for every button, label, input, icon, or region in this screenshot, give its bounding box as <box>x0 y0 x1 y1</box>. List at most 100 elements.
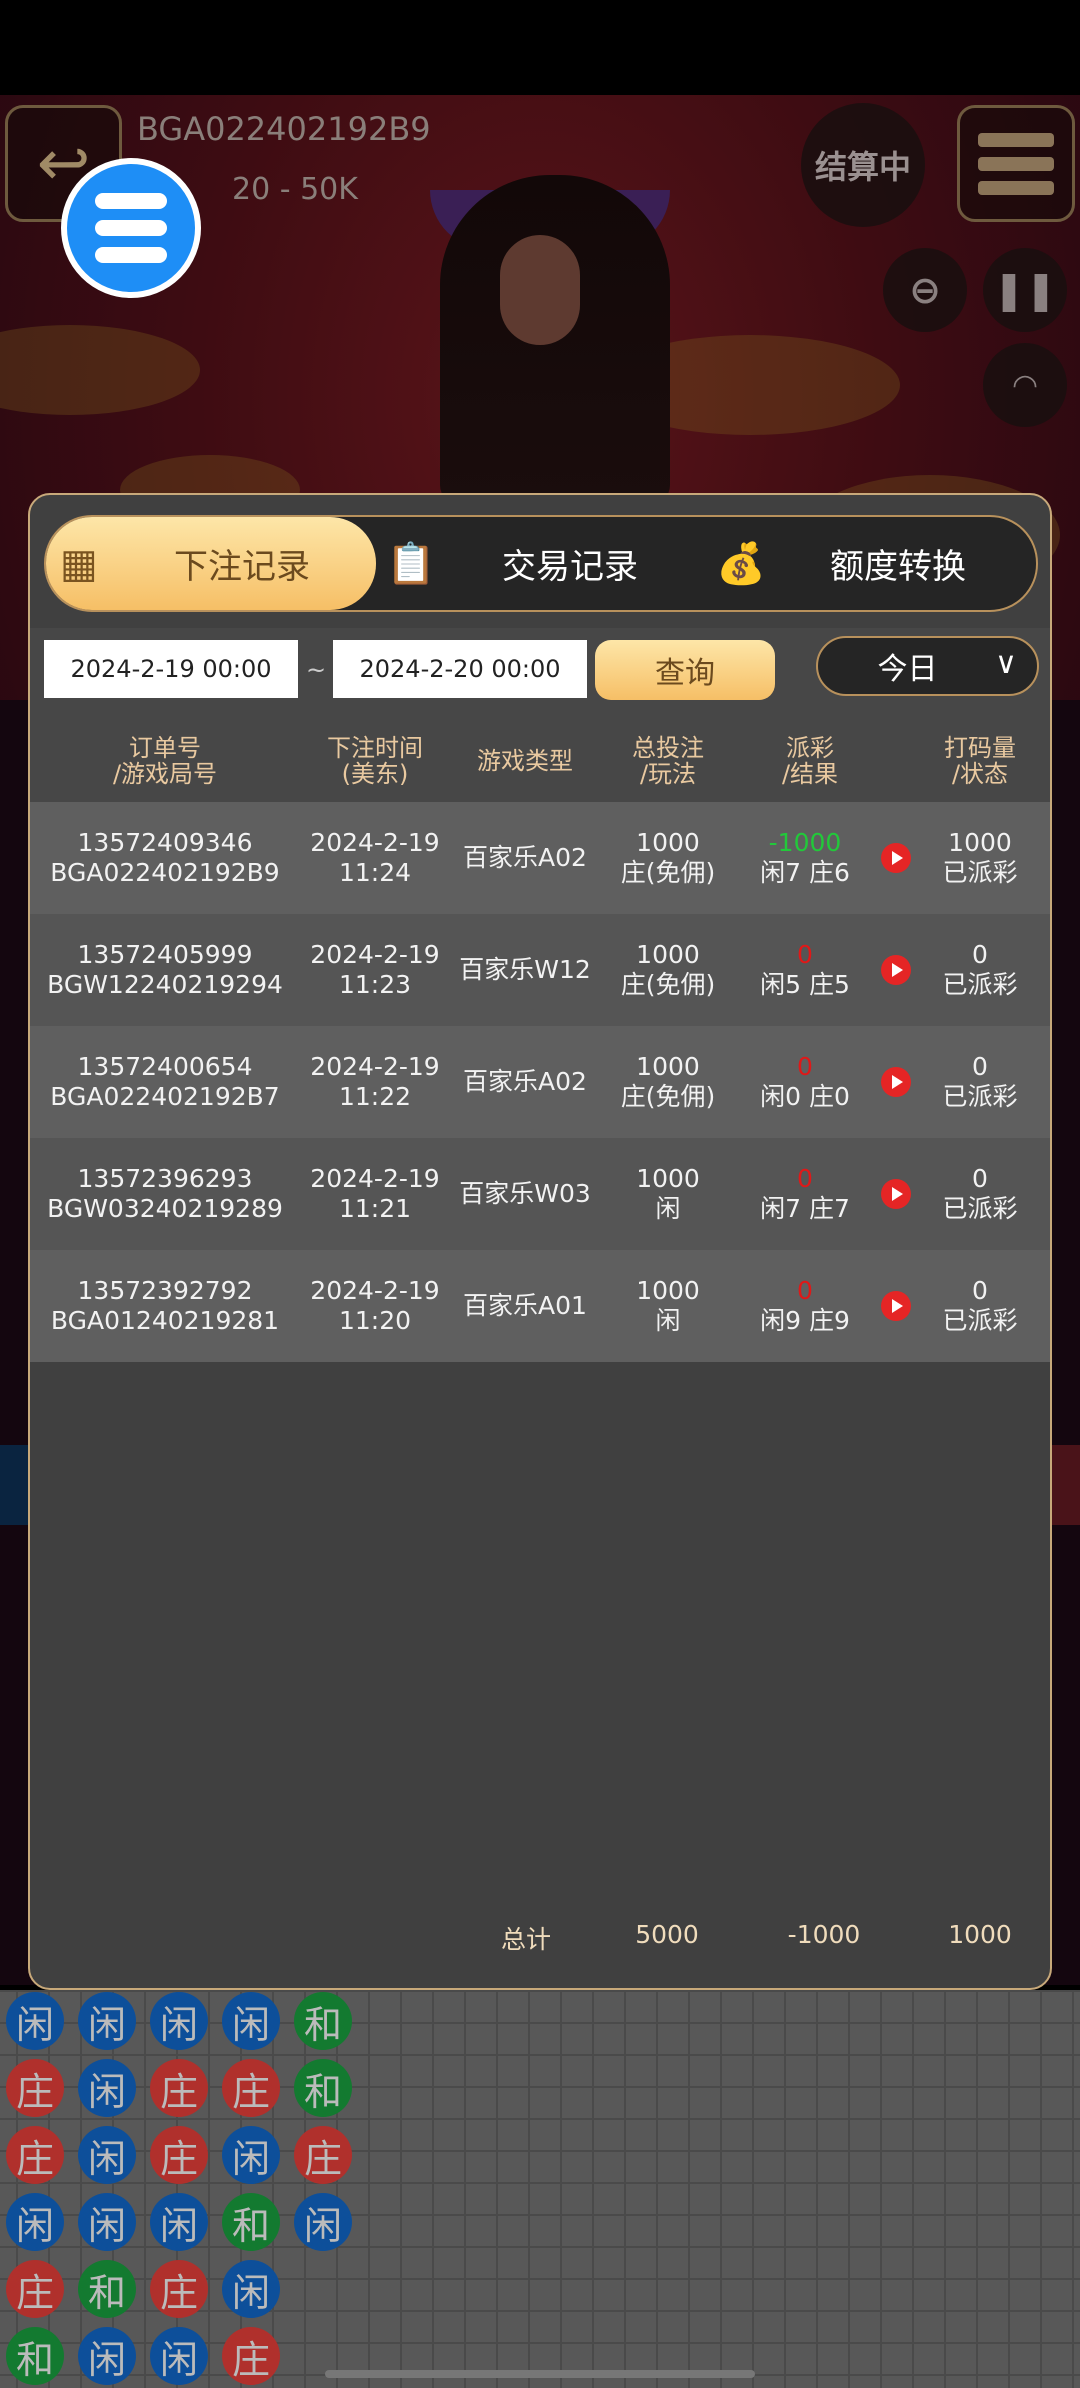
result: 闲0 庄0 <box>760 1082 850 1111</box>
pause-button[interactable]: ❚❚ <box>983 248 1067 332</box>
bet-type: 闲 <box>655 1306 681 1335</box>
status: 已派彩 <box>942 1082 1018 1111</box>
column-header: 派彩/结果 <box>782 720 838 802</box>
payout-cell: 0 闲5 庄5 <box>760 914 850 1026</box>
totals-label: 总计 <box>500 1925 552 1954</box>
table-row[interactable]: 13572400654 BGA022402192B7 2024-2-19 11:22 百… <box>30 1026 1050 1138</box>
bead-road-result: 庄 <box>6 2126 64 2184</box>
game-type: 百家乐W12 <box>459 955 591 984</box>
order-cell: 13572400654 BGA022402192B7 <box>50 1026 279 1138</box>
bead-road-result: 闲 <box>6 2193 64 2251</box>
column-header-line1: 总投注 <box>632 734 704 762</box>
tab-transaction-records[interactable]: 📋 交易记录 <box>386 541 638 587</box>
rolling-cell: 0 已派彩 <box>942 1138 1017 1250</box>
bead-road-result: 庄 <box>150 2260 208 2318</box>
rolling-amount: 0 <box>972 1052 988 1081</box>
game-type: 百家乐A02 <box>463 843 587 872</box>
play-icon[interactable] <box>881 1291 911 1321</box>
menu-button[interactable] <box>957 105 1075 222</box>
column-header-line2: /玩法 <box>639 760 697 788</box>
bead-road-result: 庄 <box>150 2059 208 2117</box>
bet-time: 11:20 <box>338 1306 412 1335</box>
end-date-input[interactable]: 2024-2-20 00:00 <box>333 640 587 698</box>
coins-dollar-icon: 💰 <box>716 541 766 587</box>
column-header-line1: 订单号 <box>129 734 201 762</box>
result: 闲7 庄6 <box>760 858 850 887</box>
bead-road-result: 庄 <box>150 2126 208 2184</box>
bet-amount: 1000 <box>636 1276 700 1305</box>
payout: 0 <box>797 1276 813 1305</box>
bet-date: 2024-2-19 <box>310 1276 440 1305</box>
bead-road-result: 和 <box>78 2260 136 2318</box>
tab-credit-transfer[interactable]: 💰 额度转换 <box>716 541 966 587</box>
clipboard-icon: 📋 <box>386 541 436 587</box>
play-icon[interactable] <box>881 1179 911 1209</box>
bead-road-result: 闲 <box>78 2327 136 2385</box>
table-row[interactable]: 13572409346 BGA022402192B9 2024-2-19 11:24 百… <box>30 802 1050 914</box>
chevron-down-icon: ∨ <box>995 646 1017 681</box>
column-header: 下注时间 (美东) <box>327 720 423 802</box>
wifi-button[interactable]: ◠ <box>983 343 1067 427</box>
status: 已派彩 <box>942 970 1018 999</box>
order-cell: 13572405999 BGW12240219294 <box>47 914 283 1026</box>
play-icon[interactable] <box>881 843 911 873</box>
payout: -1000 <box>768 828 842 857</box>
table-row[interactable]: 13572405999 BGW12240219294 2024-2-19 11:23 百… <box>30 914 1050 1026</box>
road-map: 闲闲闲闲和庄闲庄庄和庄闲庄闲庄闲闲闲和闲庄和庄闲和闲闲庄 <box>0 1990 1080 2388</box>
order-number: 13572396293 <box>77 1164 253 1193</box>
payout: 0 <box>797 940 813 969</box>
bead-road-result: 闲 <box>78 2193 136 2251</box>
play-icon[interactable] <box>881 1067 911 1097</box>
bead-road-result: 闲 <box>6 1992 64 2050</box>
bead-road-result: 和 <box>222 2193 280 2251</box>
bet-type: 庄(免佣) <box>620 970 716 999</box>
start-date-input[interactable]: 2024-2-19 00:00 <box>44 640 298 698</box>
bet-time: 11:21 <box>338 1194 412 1223</box>
zoom-out-icon: ⊖ <box>909 268 941 312</box>
table-row[interactable]: 13572396293 BGW03240219289 2024-2-19 11:21 百… <box>30 1138 1050 1250</box>
order-number: 13572400654 <box>77 1052 253 1081</box>
play-icon[interactable] <box>881 955 911 985</box>
column-header: 订单号/游戏局号 <box>113 720 217 802</box>
round-number: BGA022402192B7 <box>50 1082 280 1111</box>
order-cell: 13572396293 BGW03240219289 <box>47 1138 283 1250</box>
zoom-out-button[interactable]: ⊖ <box>883 248 967 332</box>
table-row[interactable]: 13572392792 BGA01240219281 2024-2-19 11:20 百… <box>30 1250 1050 1362</box>
settlement-status: 结算中 <box>801 103 925 227</box>
time-cell: 2024-2-19 11:20 <box>310 1250 439 1362</box>
bet-date: 2024-2-19 <box>310 828 440 857</box>
status: 已派彩 <box>942 858 1018 887</box>
rolling-cell: 0 已派彩 <box>942 914 1017 1026</box>
bet-amount: 1000 <box>636 828 700 857</box>
home-indicator[interactable] <box>325 2370 755 2378</box>
bet-time: 11:24 <box>338 858 412 887</box>
bead-road-result: 闲 <box>222 2126 280 2184</box>
bead-road-result: 和 <box>294 1992 352 2050</box>
bet-time: 11:23 <box>338 970 412 999</box>
status-bar <box>0 0 1080 95</box>
status: 已派彩 <box>942 1194 1018 1223</box>
date-range-select[interactable]: 今日 ∨ <box>816 636 1039 696</box>
rolling-cell: 0 已派彩 <box>942 1026 1017 1138</box>
bead-road-result: 庄 <box>222 2059 280 2117</box>
floating-menu-button[interactable] <box>61 158 201 298</box>
column-header: 打码量/状态 <box>944 720 1016 802</box>
hamburger-menu-icon <box>95 193 167 209</box>
payout-cell: 0 闲0 庄0 <box>760 1026 850 1138</box>
column-header-line2: (美东) <box>341 760 409 788</box>
bet-time: 11:22 <box>338 1082 412 1111</box>
query-button[interactable]: 查询 <box>595 640 775 700</box>
time-cell: 2024-2-19 11:21 <box>310 1138 439 1250</box>
bet-record-panel: ▦ 下注记录 📋 交易记录 💰 额度转换 2024-2-19 00:00 ~ 2… <box>28 493 1052 1990</box>
pause-icon: ❚❚ <box>993 268 1057 312</box>
bead-road-result: 和 <box>294 2059 352 2117</box>
column-header-line2: /结果 <box>781 760 839 788</box>
round-number: BGA01240219281 <box>50 1306 280 1335</box>
column-header-line2: /游戏局号 <box>112 760 218 788</box>
column-header-line2: /状态 <box>951 760 1009 788</box>
payout: 0 <box>797 1164 813 1193</box>
bet-cell: 1000 庄(免佣) <box>621 802 716 914</box>
tab-bet-records[interactable]: ▦ 下注记录 <box>46 517 376 610</box>
column-header-line1: 下注时间 <box>327 734 423 762</box>
result: 闲9 庄9 <box>760 1306 850 1335</box>
